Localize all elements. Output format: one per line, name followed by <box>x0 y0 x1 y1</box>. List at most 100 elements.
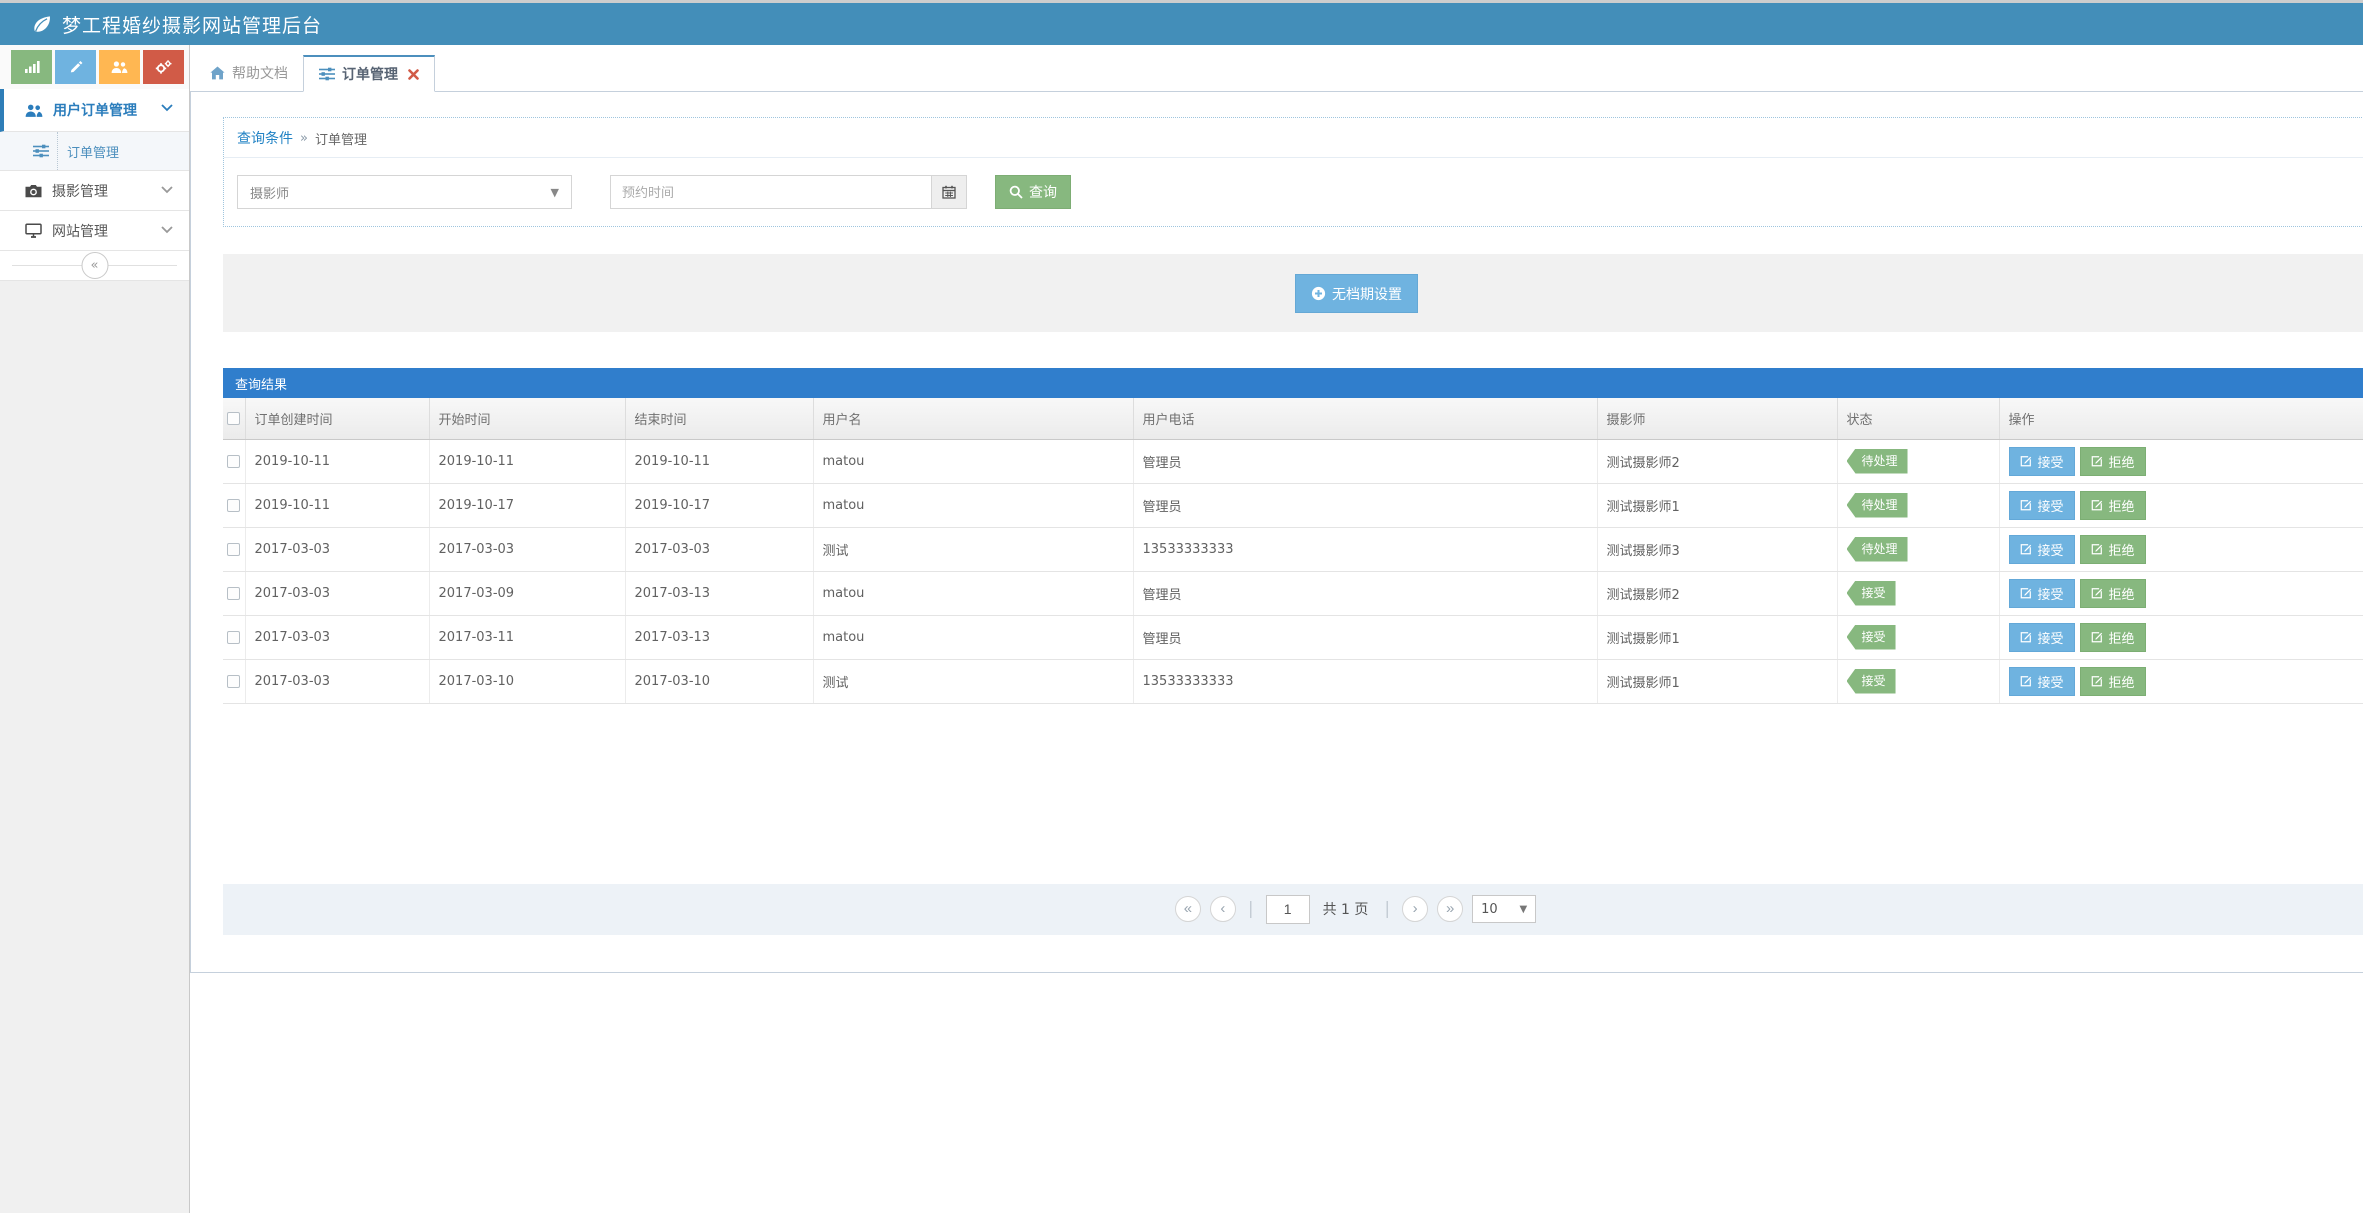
tab-order-management[interactable]: 订单管理 <box>303 55 435 92</box>
accept-button-label: 接受 <box>2037 630 2064 646</box>
first-page-button[interactable]: « <box>1174 896 1201 922</box>
accept-button[interactable]: 接受 <box>2008 490 2075 520</box>
row-checkbox[interactable] <box>227 630 240 644</box>
sliders-icon <box>33 144 49 158</box>
row-checkbox[interactable] <box>227 498 240 512</box>
page-number-input[interactable] <box>1265 894 1310 924</box>
row-checkbox[interactable] <box>227 454 240 468</box>
page-size-select[interactable]: 10 ▼ <box>1472 895 1537 923</box>
cell-photographer: 测试摄影师1 <box>1597 615 1838 660</box>
sidebar-collapse-toggle[interactable]: « <box>0 251 189 281</box>
accept-button[interactable]: 接受 <box>2008 578 2075 608</box>
pencil-shortcut-button[interactable] <box>55 50 96 84</box>
calendar-icon <box>942 185 956 199</box>
reject-button-label: 拒绝 <box>2108 630 2135 646</box>
accept-button[interactable]: 接受 <box>2008 622 2075 652</box>
select-all-checkbox[interactable] <box>227 411 240 425</box>
sidebar-item-user-order-management[interactable]: 用户订单管理 <box>0 89 189 132</box>
reject-button[interactable]: 拒绝 <box>2079 578 2146 608</box>
row-checkbox[interactable] <box>227 542 240 556</box>
tab-help-docs[interactable]: 帮助文档 <box>195 54 303 91</box>
reject-button[interactable]: 拒绝 <box>2079 622 2146 652</box>
toolbar-panel: 无档期设置 <box>223 254 2363 332</box>
sidebar-item-order-management[interactable]: 订单管理 <box>0 132 189 171</box>
cell-phone: 管理员 <box>1133 439 1598 484</box>
edit-icon <box>2020 631 2032 643</box>
table-header-row: 订单创建时间 开始时间 结束时间 用户名 用户电话 摄影师 状态 操作 <box>223 398 2363 440</box>
top-navbar: 梦工程婚纱摄影网站管理后台 <box>0 3 2363 45</box>
date-input-group <box>610 175 967 209</box>
caret-down-icon: ▼ <box>550 185 559 199</box>
results-tbody: 2019-10-11 2019-10-11 2019-10-11 matou 管… <box>223 439 2363 704</box>
reject-button[interactable]: 拒绝 <box>2079 446 2146 476</box>
cell-username: matou <box>813 483 1134 528</box>
sidebar-item-photography-management[interactable]: 摄影管理 <box>0 171 189 211</box>
gears-shortcut-button[interactable] <box>143 50 184 84</box>
row-checkbox[interactable] <box>227 586 240 600</box>
edit-icon <box>2020 499 2032 511</box>
edit-icon <box>2091 675 2103 687</box>
cell-phone: 管理员 <box>1133 483 1598 528</box>
edit-icon <box>2091 455 2103 467</box>
status-badge: 接受 <box>1846 668 1896 694</box>
chevron-down-icon <box>161 186 173 194</box>
sidebar-item-website-management[interactable]: 网站管理 <box>0 211 189 251</box>
calendar-button[interactable] <box>932 175 967 209</box>
accept-button[interactable]: 接受 <box>2008 534 2075 564</box>
table-row: 2017-03-03 2017-03-10 2017-03-10 测试 1353… <box>223 659 2363 704</box>
cell-end: 2017-03-13 <box>625 571 814 616</box>
status-badge: 接受 <box>1846 580 1896 606</box>
results-title-bar: 查询结果 <box>223 368 2363 398</box>
search-button-label: 查询 <box>1029 184 1057 200</box>
reject-button[interactable]: 拒绝 <box>2079 666 2146 696</box>
prev-page-button[interactable]: ‹ <box>1209 896 1236 922</box>
breadcrumb-section-link[interactable]: 查询条件 <box>237 131 293 147</box>
app-title: 梦工程婚纱摄影网站管理后台 <box>62 14 323 37</box>
users-icon <box>111 60 128 74</box>
edit-icon <box>2091 499 2103 511</box>
accept-button[interactable]: 接受 <box>2008 446 2075 476</box>
tab-label: 订单管理 <box>342 67 398 83</box>
camera-icon <box>25 184 42 198</box>
divider: | <box>1247 899 1254 919</box>
edit-icon <box>2020 455 2032 467</box>
cell-created: 2017-03-03 <box>245 571 430 616</box>
last-page-button[interactable]: » <box>1437 896 1464 922</box>
cell-created: 2019-10-11 <box>245 439 430 484</box>
cell-phone: 13533333333 <box>1133 659 1598 704</box>
accept-button-label: 接受 <box>2037 674 2064 690</box>
chart-bar-shortcut-button[interactable] <box>11 50 52 84</box>
photographer-select[interactable]: 摄影师 ▼ <box>237 175 572 209</box>
collapse-left-icon[interactable]: « <box>81 252 108 279</box>
reject-button[interactable]: 拒绝 <box>2079 534 2146 564</box>
cell-photographer: 测试摄影师1 <box>1597 483 1838 528</box>
row-checkbox[interactable] <box>227 674 240 688</box>
no-schedule-settings-label: 无档期设置 <box>1332 285 1402 302</box>
status-badge: 接受 <box>1846 624 1896 650</box>
chart-bar-icon <box>24 60 40 74</box>
booking-date-input[interactable] <box>610 175 932 209</box>
accept-button-label: 接受 <box>2037 498 2064 514</box>
accept-button[interactable]: 接受 <box>2008 666 2075 696</box>
cell-end: 2017-03-10 <box>625 659 814 704</box>
reject-button-label: 拒绝 <box>2108 542 2135 558</box>
search-button[interactable]: 查询 <box>995 175 1071 209</box>
cell-created: 2017-03-03 <box>245 527 430 572</box>
total-pages-label: 共 1 页 <box>1322 902 1369 918</box>
edit-icon <box>2020 675 2032 687</box>
cell-start: 2019-10-17 <box>429 483 626 528</box>
main-area: 帮助文档 订单管理 <box>190 45 2363 1213</box>
reject-button[interactable]: 拒绝 <box>2079 490 2146 520</box>
users-shortcut-button[interactable] <box>99 50 140 84</box>
cell-photographer: 测试摄影师1 <box>1597 659 1838 704</box>
accept-button-label: 接受 <box>2037 586 2064 602</box>
cell-created: 2017-03-03 <box>245 615 430 660</box>
next-page-button[interactable]: › <box>1402 896 1429 922</box>
cell-start: 2017-03-11 <box>429 615 626 660</box>
column-header: 开始时间 <box>429 398 626 440</box>
no-schedule-settings-button[interactable]: 无档期设置 <box>1295 274 1418 313</box>
cell-username: matou <box>813 615 1134 660</box>
edit-icon <box>2020 587 2032 599</box>
close-icon[interactable] <box>408 68 419 80</box>
tree-guide-line <box>57 132 58 170</box>
